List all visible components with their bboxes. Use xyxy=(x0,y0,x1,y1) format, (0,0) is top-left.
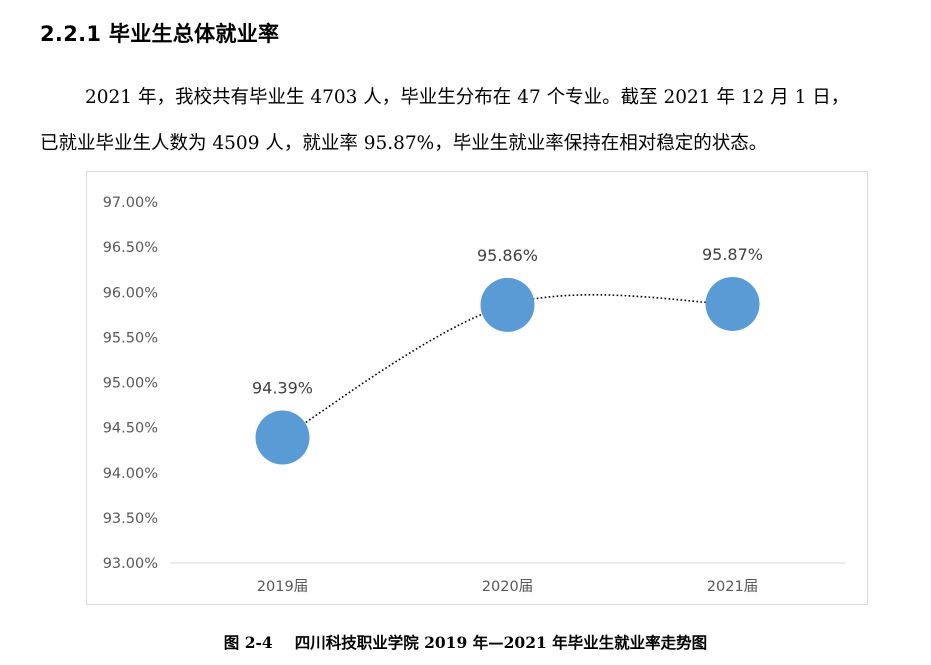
figure-number: 图 2-4 xyxy=(223,633,273,652)
x-tick-label: 2019届 xyxy=(257,579,308,595)
summary-paragraph-line-1: 2021 年，我校共有毕业生 4703 人，毕业生分布在 47 个专业。截至 2… xyxy=(85,87,850,108)
y-tick-label: 94.00% xyxy=(103,466,158,482)
y-tick-label: 97.00% xyxy=(103,195,158,211)
figure-title: 四川科技职业学院 2019 年—2021 年毕业生就业率走势图 xyxy=(294,633,708,652)
y-tick-label: 93.00% xyxy=(103,556,158,572)
section-heading: 2.2.1 毕业生总体就业率 xyxy=(40,22,280,46)
x-tick-label: 2021届 xyxy=(707,579,758,595)
data-point-2019届 xyxy=(255,410,310,465)
figure-caption: 图 2-4 四川科技职业学院 2019 年—2021 年毕业生就业率走势图 xyxy=(0,631,931,653)
data-point-2021届 xyxy=(705,276,760,331)
data-point-2020届 xyxy=(480,277,535,332)
data-points xyxy=(255,276,760,465)
y-tick-label: 93.50% xyxy=(103,511,158,527)
y-tick-label: 94.50% xyxy=(103,421,158,437)
chart-frame xyxy=(86,171,868,605)
summary-paragraph-line-2: 已就业毕业生人数为 4509 人，就业率 95.87%，毕业生就业率保持在相对稳… xyxy=(40,133,768,154)
y-tick-label: 95.50% xyxy=(103,330,158,346)
data-label: 95.86% xyxy=(477,246,538,265)
y-axis-ticks: 97.00% 96.50% 96.00% 95.50% 95.00% 94.50% 94.0… xyxy=(103,195,158,572)
data-label: 94.39% xyxy=(252,379,313,398)
y-tick-label: 96.00% xyxy=(103,285,158,301)
x-tick-label: 2020届 xyxy=(482,579,533,595)
data-labels: 94.39% 95.86% 95.87% xyxy=(252,245,763,398)
data-label: 95.87% xyxy=(702,245,763,264)
x-axis-ticks: 2019届 2020届 2021届 xyxy=(257,579,758,595)
y-tick-label: 96.50% xyxy=(103,240,158,256)
y-tick-label: 95.00% xyxy=(103,376,158,392)
